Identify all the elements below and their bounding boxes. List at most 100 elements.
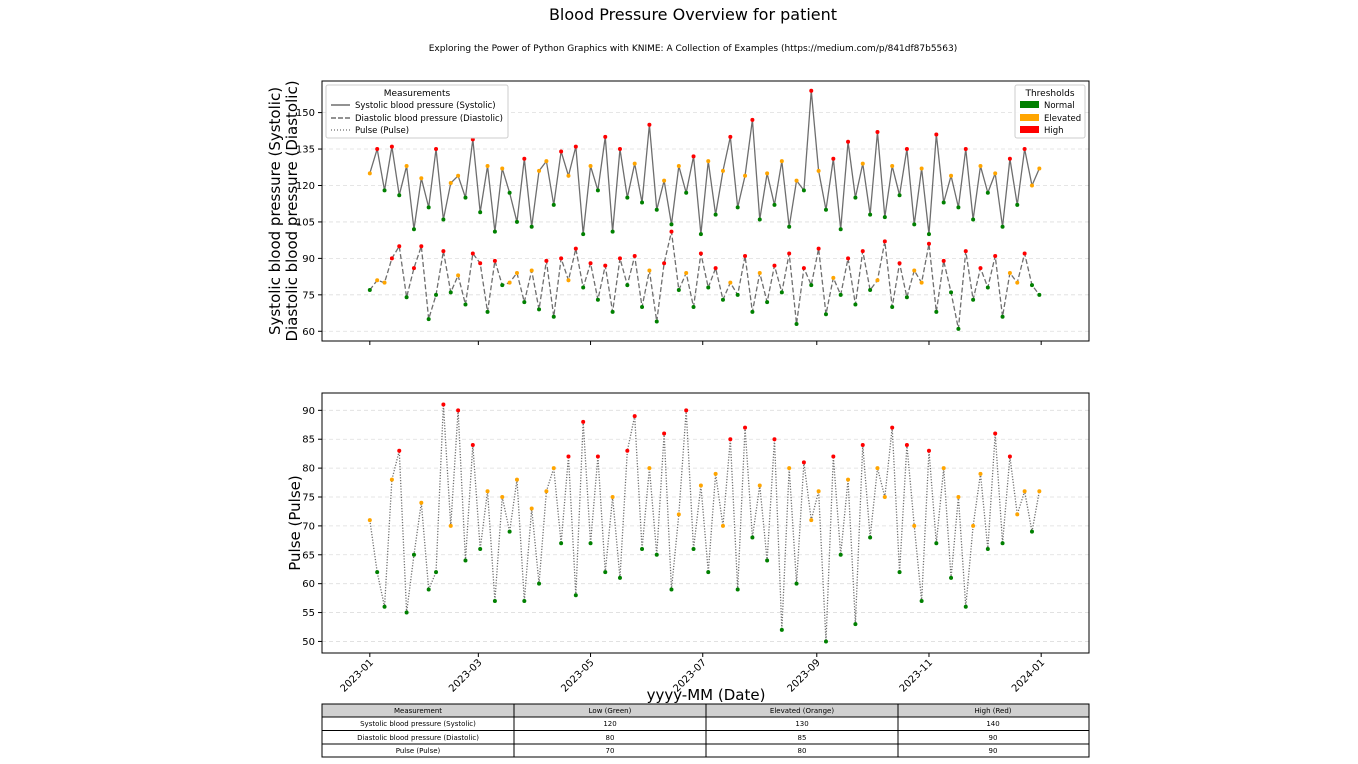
data-point: [691, 547, 696, 551]
data-point: [544, 159, 549, 164]
y-tick-label: 50: [302, 637, 315, 648]
data-point: [875, 130, 880, 135]
data-point: [985, 285, 990, 290]
data-point: [926, 241, 931, 246]
bp-ylabel-line1: Systolic blood pressure (Systolic): [266, 87, 284, 335]
data-point: [389, 256, 394, 261]
data-point: [919, 599, 924, 603]
table-cell: 130: [795, 720, 808, 728]
data-point: [1007, 156, 1012, 161]
data-point: [566, 454, 571, 459]
data-point: [485, 164, 490, 169]
data-point: [426, 317, 431, 322]
data-point: [632, 253, 637, 258]
data-point: [544, 258, 549, 263]
data-point: [463, 302, 468, 307]
data-point: [647, 268, 652, 273]
data-point: [1007, 454, 1012, 459]
data-point: [846, 477, 851, 482]
data-point: [897, 261, 902, 266]
data-point: [823, 312, 828, 317]
data-point: [912, 222, 917, 227]
data-point: [853, 302, 858, 307]
data-point: [728, 134, 733, 139]
data-point: [904, 295, 909, 300]
data-point: [419, 244, 424, 249]
data-point: [426, 587, 431, 592]
data-point: [698, 251, 703, 256]
y-tick-label: 85: [302, 435, 315, 446]
table-cell: 70: [606, 747, 615, 755]
data-point: [941, 258, 946, 263]
data-point: [794, 178, 799, 183]
data-point: [603, 134, 608, 139]
data-point: [434, 147, 439, 152]
y-tick-label: 105: [296, 217, 315, 228]
data-point: [522, 599, 527, 603]
x-axis-label: yyyy-MM (Date): [647, 686, 766, 704]
data-point: [823, 207, 828, 212]
data-point: [632, 414, 637, 419]
data-point: [617, 147, 622, 152]
data-point: [669, 222, 674, 227]
data-point: [640, 547, 645, 551]
data-point: [669, 229, 674, 234]
x-tick-label: 2023-05: [559, 657, 596, 694]
y-tick-label: 55: [302, 608, 315, 619]
thresholds-legend: Thresholds Normal Elevated High: [1014, 84, 1086, 139]
data-point: [779, 159, 784, 164]
data-point: [993, 253, 998, 258]
data-point: [757, 270, 762, 275]
y-tick-label: 65: [302, 550, 315, 561]
data-point: [941, 200, 946, 205]
data-point: [801, 266, 806, 271]
data-point: [816, 168, 821, 173]
data-point: [985, 190, 990, 195]
data-point: [485, 489, 490, 494]
data-point: [470, 251, 475, 256]
data-point: [809, 88, 814, 93]
data-point: [882, 215, 887, 220]
y-tick-label: 80: [302, 464, 315, 475]
data-point: [529, 506, 534, 511]
data-point: [404, 610, 409, 615]
data-point: [963, 147, 968, 152]
data-point: [1015, 512, 1020, 517]
data-point: [551, 202, 556, 207]
data-point: [559, 149, 564, 154]
data-point: [875, 466, 880, 471]
data-point: [514, 477, 519, 482]
data-point: [441, 249, 446, 254]
data-point: [492, 229, 497, 234]
data-point: [757, 217, 762, 222]
data-point: [831, 275, 836, 280]
series-line: [369, 90, 1040, 235]
high-swatch-icon: [1020, 126, 1039, 133]
data-point: [919, 280, 924, 285]
series-line: [369, 231, 1040, 329]
normal-swatch-icon: [1020, 101, 1039, 108]
data-point: [551, 314, 556, 319]
data-point: [720, 168, 725, 173]
data-point: [456, 173, 461, 178]
data-point: [514, 219, 519, 224]
data-point: [478, 210, 483, 215]
data-point: [846, 256, 851, 261]
data-point: [640, 304, 645, 309]
data-point: [904, 443, 909, 447]
data-point: [728, 280, 733, 285]
x-tick-label: 2023-09: [786, 657, 823, 694]
data-point: [949, 575, 954, 580]
data-point: [529, 268, 534, 273]
data-point: [397, 448, 402, 453]
data-point: [610, 309, 615, 314]
data-point: [963, 249, 968, 254]
data-point: [1037, 489, 1042, 494]
data-point: [735, 292, 740, 297]
data-point: [838, 292, 843, 297]
data-point: [816, 489, 821, 494]
data-point: [573, 246, 578, 251]
data-point: [904, 147, 909, 152]
